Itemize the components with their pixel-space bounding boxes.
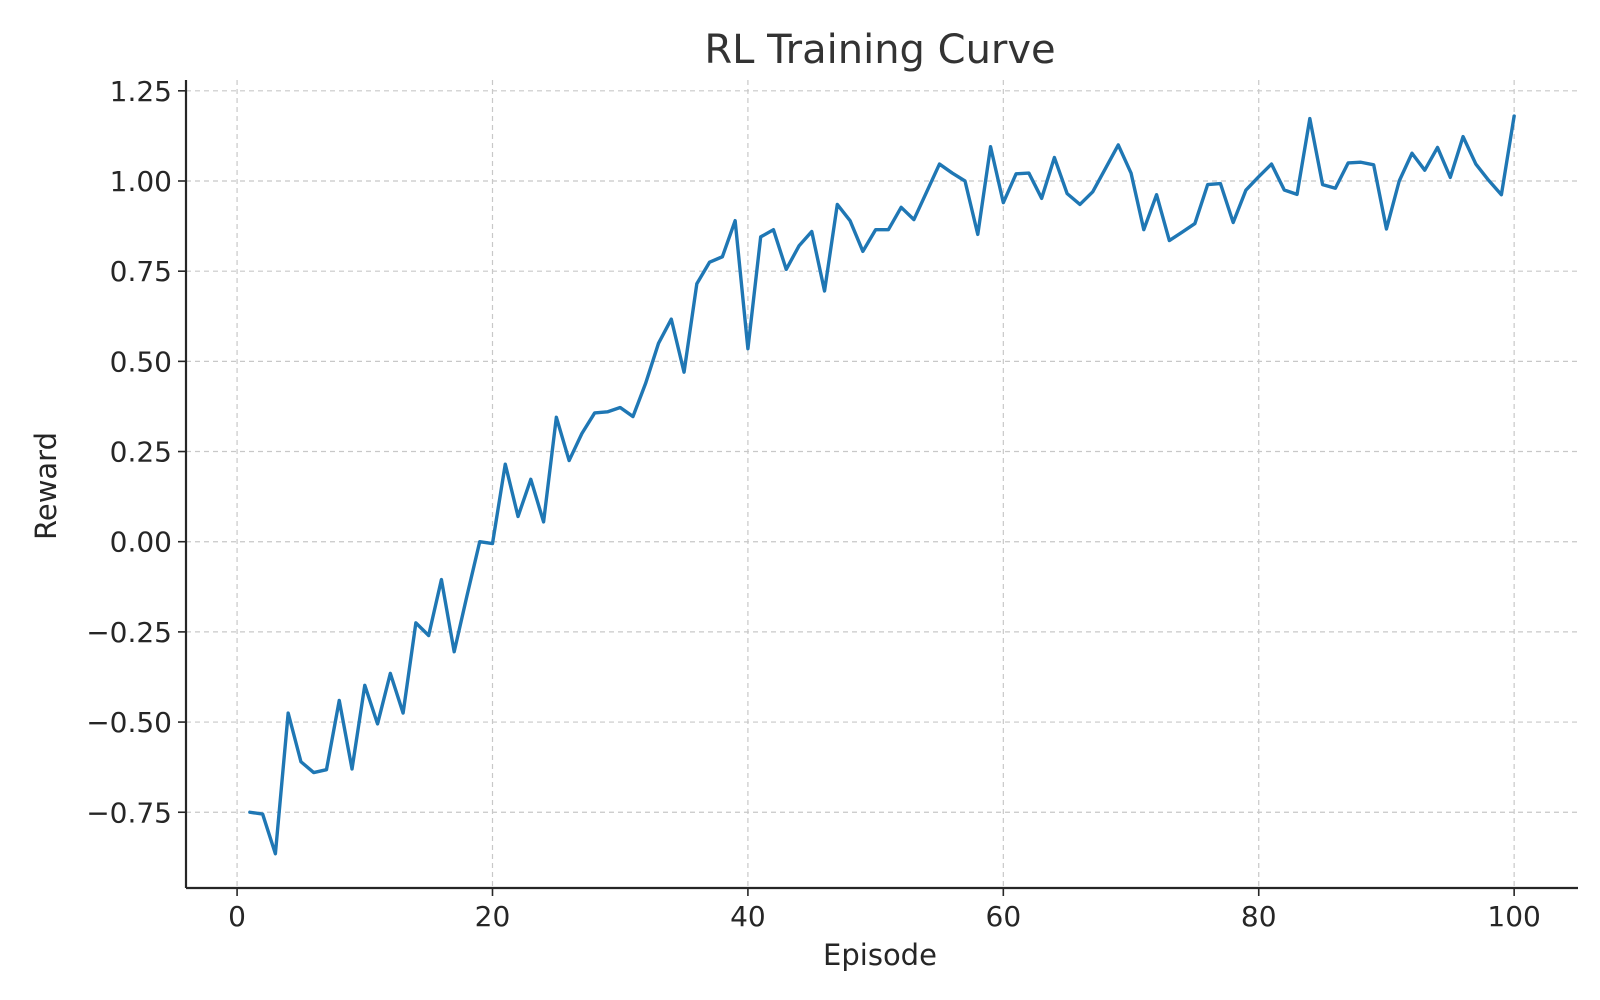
x-tick-label: 40 xyxy=(730,900,766,933)
x-tick-label: 100 xyxy=(1487,900,1540,933)
x-tick-label: 80 xyxy=(1241,900,1277,933)
series-line-0 xyxy=(248,114,1516,856)
ticks: 0 20 40 60 80 100 −0.75 −0.50 −0.25 0.00 0.25 0.50 0… xyxy=(86,75,1541,933)
x-axis-label: Episode xyxy=(823,938,937,972)
grid xyxy=(186,80,1578,888)
y-tick-label: 0.50 xyxy=(110,345,172,378)
y-tick-label: −0.25 xyxy=(86,616,172,649)
y-tick-label: 0.75 xyxy=(110,255,172,288)
y-tick-label: 1.25 xyxy=(110,75,172,108)
x-tick-label: 20 xyxy=(475,900,511,933)
y-tick-label: −0.50 xyxy=(86,706,172,739)
x-tick-label: 0 xyxy=(228,900,246,933)
y-tick-label: −0.75 xyxy=(86,796,172,829)
y-tick-label: 0.25 xyxy=(110,436,172,469)
y-tick-label: 0.00 xyxy=(110,526,172,559)
y-axis-label: Reward xyxy=(29,432,63,540)
series-layer xyxy=(248,114,1516,856)
chart-title: RL Training Curve xyxy=(704,27,1055,73)
axes xyxy=(184,80,1578,890)
x-tick-label: 60 xyxy=(986,900,1022,933)
y-tick-label: 1.00 xyxy=(110,165,172,198)
